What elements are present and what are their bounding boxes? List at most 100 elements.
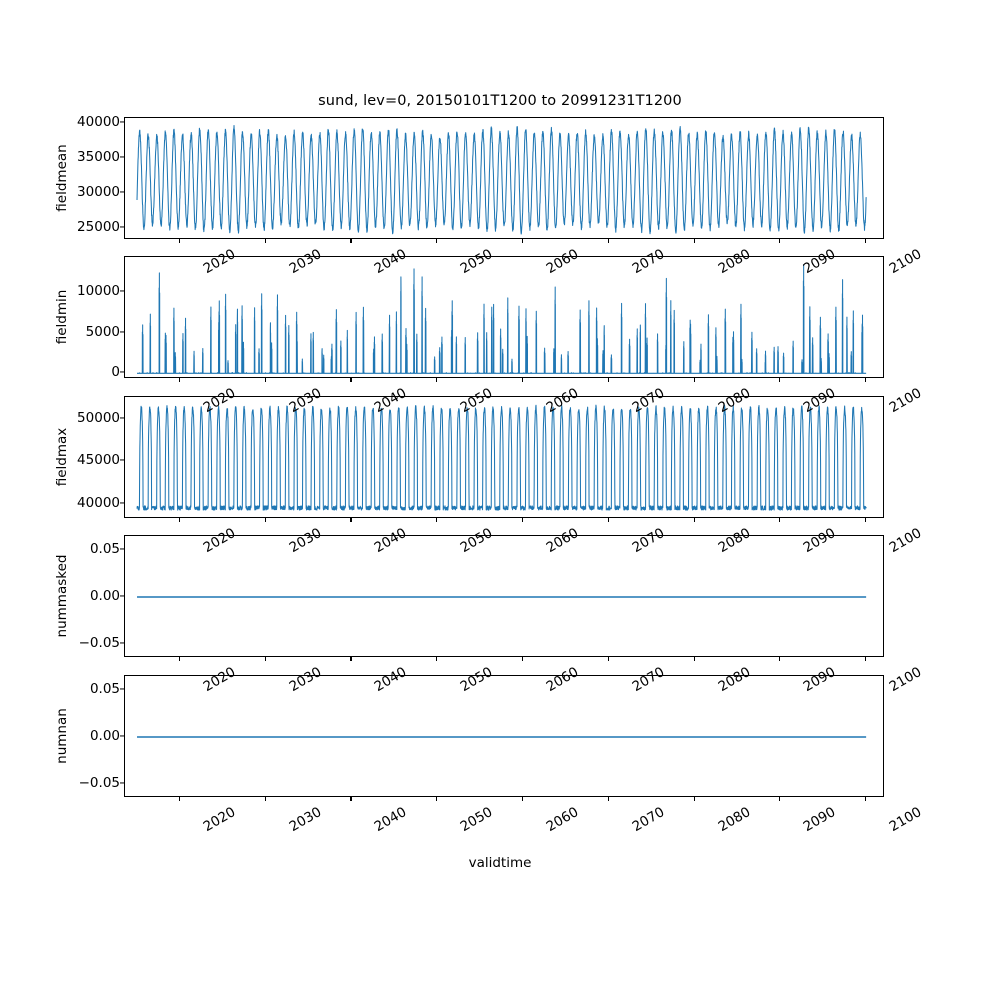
x-tick-mark	[693, 657, 695, 661]
y-tick-label: 35000	[77, 148, 120, 165]
y-axis-ticks-fieldmax: 40000 45000 50000	[54, 396, 120, 518]
x-tick-mark	[178, 518, 180, 522]
x-tick-label: 2080	[715, 804, 753, 836]
y-tick-mark	[120, 548, 124, 550]
x-tick-mark	[436, 797, 438, 801]
y-tick-mark	[120, 290, 124, 292]
data-line-fieldmax	[136, 404, 867, 511]
y-tick-label: −0.05	[78, 774, 120, 791]
x-tick-mark	[436, 378, 438, 382]
subplot-fieldmax	[124, 396, 884, 518]
y-axis-label-fieldmax: fieldmax	[54, 427, 70, 487]
y-tick-mark	[120, 191, 124, 193]
y-tick-label: 0.00	[89, 728, 120, 744]
y-tick-mark	[120, 417, 124, 419]
x-tick-label: 2060	[543, 804, 582, 836]
x-tick-mark	[779, 518, 781, 522]
x-tick-mark	[607, 797, 609, 801]
y-axis-ticks-fieldmean: 25000 30000 35000 40000	[54, 113, 120, 239]
x-tick-mark	[436, 657, 438, 661]
y-tick-label: 40000	[77, 494, 120, 511]
x-tick-mark	[865, 239, 867, 243]
x-tick-mark	[693, 239, 695, 243]
x-tick-mark	[779, 657, 781, 661]
x-tick-mark	[779, 378, 781, 382]
y-tick-label: 0.00	[89, 588, 120, 604]
y-axis-ticks-fieldmin: 0 5000 10000	[54, 256, 120, 380]
x-tick-mark	[522, 378, 524, 382]
y-tick-mark	[120, 782, 124, 784]
x-tick-mark	[264, 797, 266, 801]
x-tick-mark	[607, 518, 609, 522]
x-tick-mark	[779, 239, 781, 243]
y-tick-label: 25000	[77, 219, 120, 236]
x-tick-label: 2100	[886, 525, 925, 557]
y-axis-label-numnan: numnan	[54, 708, 70, 764]
x-tick-mark	[779, 797, 781, 801]
y-tick-label: 40000	[77, 113, 120, 130]
x-tick-mark	[436, 239, 438, 243]
y-tick-mark	[120, 595, 124, 597]
x-tick-mark	[522, 518, 524, 522]
y-tick-label: −0.05	[78, 634, 120, 651]
y-tick-mark	[120, 121, 124, 123]
x-tick-mark	[607, 657, 609, 661]
y-tick-label: 50000	[77, 410, 120, 427]
subplot-fieldmean	[124, 117, 884, 239]
x-tick-mark	[607, 239, 609, 243]
plot-area-nummasked	[125, 536, 883, 656]
x-tick-mark	[350, 518, 352, 522]
data-line-fieldmin	[136, 264, 867, 374]
x-tick-label: 2100	[886, 385, 925, 417]
y-tick-label: 10000	[77, 282, 120, 299]
plot-area-fieldmax	[125, 397, 883, 517]
x-tick-mark	[607, 378, 609, 382]
plot-area-fieldmin	[125, 257, 883, 377]
x-tick-label: 2020	[200, 804, 239, 836]
x-tick-mark	[436, 518, 438, 522]
x-tick-mark	[693, 518, 695, 522]
x-tick-mark	[264, 657, 266, 661]
x-tick-label: 2090	[800, 804, 839, 836]
y-axis-label-nummasked: nummasked	[54, 554, 70, 638]
x-tick-mark	[865, 518, 867, 522]
y-axis-ticks-nummasked: −0.05 0.00 0.05	[54, 535, 120, 657]
x-tick-mark	[178, 239, 180, 243]
plot-area-fieldmean	[125, 118, 883, 238]
x-tick-mark	[522, 797, 524, 801]
plot-area-numnan	[125, 676, 883, 796]
y-tick-mark	[120, 642, 124, 644]
subplot-nummasked	[124, 535, 884, 657]
y-axis-ticks-numnan: −0.05 0.00 0.05	[54, 675, 120, 797]
x-tick-mark	[178, 378, 180, 382]
y-tick-mark	[120, 735, 124, 737]
y-tick-label: 5000	[85, 323, 120, 340]
x-tick-label: 2030	[286, 804, 325, 836]
y-axis-label-fieldmin: fieldmin	[54, 289, 70, 345]
x-tick-mark	[693, 797, 695, 801]
y-axis-label-fieldmean: fieldmean	[54, 144, 70, 212]
figure-title: sund, lev=0, 20150101T1200 to 20991231T1…	[318, 93, 682, 109]
x-tick-mark	[350, 657, 352, 661]
x-tick-label: 2070	[629, 804, 668, 836]
y-tick-mark	[120, 688, 124, 690]
subplot-numnan	[124, 675, 884, 797]
y-tick-mark	[120, 226, 124, 228]
y-tick-label: 30000	[77, 184, 120, 201]
x-tick-mark	[178, 797, 180, 801]
y-tick-label: 45000	[77, 452, 120, 469]
x-tick-mark	[350, 797, 352, 801]
y-tick-mark	[120, 331, 124, 333]
y-tick-mark	[120, 156, 124, 158]
x-tick-mark	[264, 518, 266, 522]
x-tick-mark	[350, 239, 352, 243]
x-tick-mark	[693, 378, 695, 382]
x-axis-label: validtime	[468, 855, 532, 871]
x-tick-mark	[264, 239, 266, 243]
x-tick-mark	[865, 378, 867, 382]
subplot-fieldmin	[124, 256, 884, 378]
y-tick-mark	[120, 502, 124, 504]
x-tick-label: 2100	[886, 664, 925, 696]
y-tick-label: 0.05	[89, 681, 120, 698]
